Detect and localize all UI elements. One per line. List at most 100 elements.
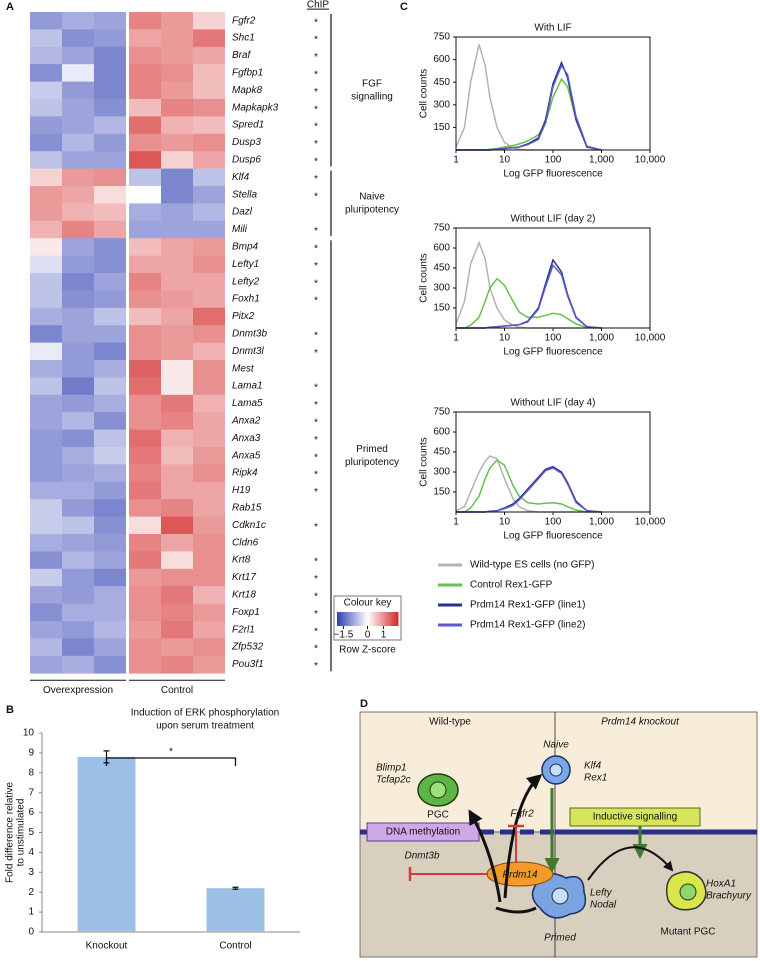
heatmap-cell <box>30 116 62 135</box>
colour-key-swatch <box>349 612 352 626</box>
heatmap-cell <box>62 307 94 326</box>
diagram-label: Wild-type <box>429 717 471 728</box>
heatmap-cell <box>30 447 62 465</box>
heatmap-cell <box>62 499 94 517</box>
diagram-label: Brachyury <box>706 891 752 902</box>
heatmap-cell <box>129 464 161 483</box>
chip-star: * <box>314 435 318 446</box>
heatmap-cell <box>30 81 62 100</box>
heatmap-cell <box>94 133 126 152</box>
colour-key-swatch <box>373 612 377 626</box>
colour-key-swatch <box>395 612 399 626</box>
chip-star: * <box>314 592 318 603</box>
heatmap-cell <box>30 516 62 535</box>
gene-label: Cldn6 <box>232 537 259 548</box>
heatmap-cell <box>161 621 193 639</box>
heatmap-cell <box>129 133 161 152</box>
heatmap-cell <box>161 429 193 448</box>
heatmap-cell <box>129 99 161 117</box>
heatmap-cell <box>161 342 193 361</box>
group-label: pluripotency <box>345 205 399 216</box>
colour-key-swatch <box>355 612 358 626</box>
y-tick-label: 300 <box>433 467 450 478</box>
heatmap-cell <box>94 516 126 535</box>
heatmap-cell <box>161 464 193 483</box>
gene-label: Klf4 <box>232 172 250 183</box>
heatmap-cell <box>30 568 62 587</box>
chart-title: With LIF <box>534 23 571 34</box>
heatmap-cell <box>161 168 193 187</box>
heatmap-cell <box>30 290 62 309</box>
gene-label: F2rl1 <box>232 624 255 635</box>
heatmap-cell <box>62 116 94 135</box>
heatmap-cell <box>161 99 193 117</box>
gene-label: Cdkn1c <box>232 520 266 531</box>
heatmap-cell <box>94 586 126 604</box>
colour-key-swatch <box>351 612 354 626</box>
heatmap-cell <box>94 429 126 448</box>
colour-key-swatch <box>359 612 362 626</box>
heatmap-cell <box>62 586 94 604</box>
heatmap-cell <box>161 481 193 500</box>
gene-label: Dusp6 <box>232 155 261 166</box>
x-tick-label: 100 <box>545 517 562 528</box>
heatmap-cell <box>94 655 126 674</box>
colour-key-swatch <box>365 612 368 626</box>
bar <box>206 888 265 932</box>
y-tick-label: 9 <box>28 748 34 759</box>
chip-star: * <box>314 400 318 411</box>
heatmap-cell <box>30 394 62 413</box>
group-label: Primed <box>356 444 388 455</box>
heatmap-cell <box>62 64 94 82</box>
x-axis-label: Log GFP fluorescence <box>503 347 603 358</box>
heatmap-cell <box>94 29 126 48</box>
heatmap-cell <box>193 394 225 413</box>
colour-key-title: Colour key <box>344 598 392 609</box>
y-tick-label: 1 <box>28 907 34 918</box>
chip-star: * <box>314 487 318 498</box>
gene-label: Pitx2 <box>232 311 255 322</box>
heatmap-cell <box>129 64 161 82</box>
heatmap-cell <box>30 464 62 483</box>
heatmap-cell <box>62 360 94 378</box>
x-tick-label: 10 <box>499 333 511 344</box>
heatmap-cell <box>193 151 225 169</box>
histogram-line <box>456 277 602 329</box>
heatmap-cell <box>193 568 225 587</box>
diagram-label: Tcfap2c <box>376 775 411 786</box>
y-axis-label: Cell counts <box>419 437 430 486</box>
chart-title: upon serum treatment <box>156 721 254 732</box>
colour-key-swatch <box>363 612 366 626</box>
diagram-label: Prdm14 knockout <box>601 717 680 728</box>
heatmap-cell <box>62 29 94 48</box>
heatmap-cell <box>30 412 62 430</box>
chip-star: * <box>314 296 318 307</box>
heatmap-cell <box>94 12 126 30</box>
diagram-art <box>359 711 758 958</box>
heatmap-cell <box>62 168 94 187</box>
heatmap-cell <box>62 655 94 674</box>
heatmap-cell <box>161 551 193 570</box>
heatmap-cell <box>62 603 94 622</box>
heatmap-cell <box>62 481 94 500</box>
heatmap-cell <box>161 64 193 82</box>
y-tick-label: 450 <box>433 447 450 458</box>
chip-star: * <box>314 52 318 63</box>
colour-key-swatch <box>341 612 344 626</box>
colour-key-swatch <box>337 612 340 626</box>
heatmap-cell <box>129 516 161 535</box>
heatmap-cell <box>129 412 161 430</box>
heatmap-cell <box>129 360 161 378</box>
colour-key-swatch <box>361 612 364 626</box>
histogram-line <box>455 44 602 151</box>
heatmap-cell <box>193 99 225 117</box>
colour-key-tick-label: 0 <box>365 630 371 641</box>
chip-star: * <box>314 574 318 585</box>
heatmap-cell <box>62 447 94 465</box>
heatmap-cell <box>129 273 161 291</box>
heatmap-cell <box>193 603 225 622</box>
heatmap-cell <box>30 238 62 256</box>
chip-star: * <box>314 35 318 46</box>
heatmap-cell <box>62 534 94 552</box>
heatmap-cell <box>30 220 62 239</box>
